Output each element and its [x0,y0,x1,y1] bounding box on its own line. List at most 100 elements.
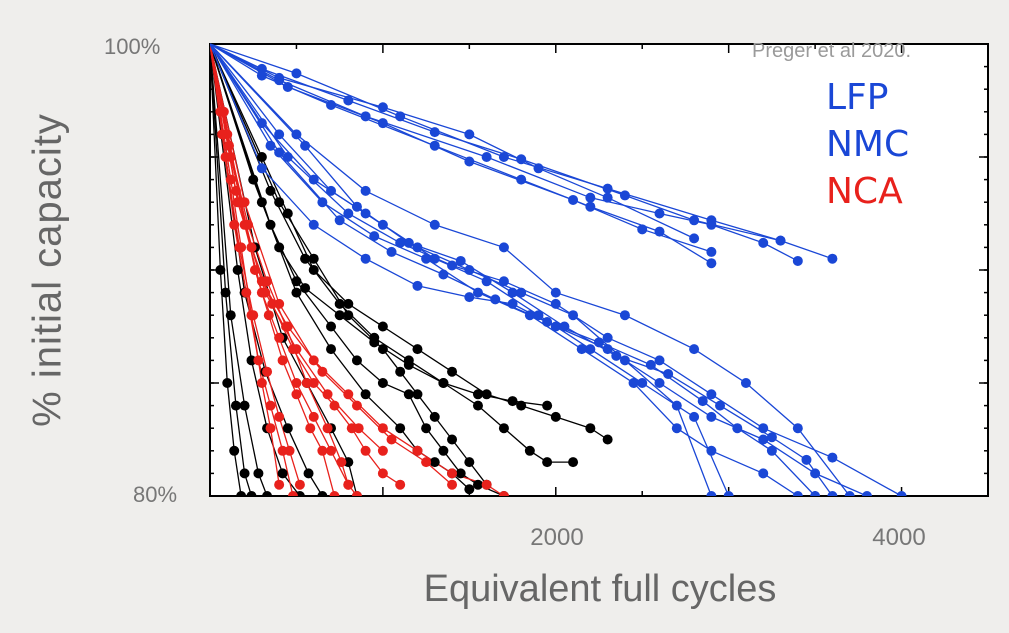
data-point-nmc [740,378,751,388]
series-line-nca-6 [210,43,301,485]
data-point-unlabeled [464,457,475,468]
data-point-nca [294,479,305,490]
data-point-nmc [412,280,423,291]
data-point-unlabeled [455,468,466,479]
data-point-unlabeled [303,468,314,479]
data-point-unlabeled [334,310,345,321]
data-point-unlabeled [230,400,241,411]
data-point-unlabeled [403,359,414,370]
source-credit: Preger et al 2020. [752,40,911,62]
data-point-unlabeled [542,400,553,411]
data-point-nmc [810,491,821,496]
data-point-nca [326,445,337,456]
data-point-unlabeled [542,457,553,468]
data-point-unlabeled [308,253,319,264]
data-point-nmc [395,237,406,248]
data-point-nmc [533,310,544,321]
data-point-nmc [403,237,414,248]
data-point-nca [274,298,285,309]
data-point-nmc [628,378,639,388]
data-point-nca [232,197,243,208]
legend-item-nmc: NMC [826,124,910,165]
data-point-nmc [671,423,682,434]
data-point-nmc [464,265,475,275]
data-point-nca [277,445,288,456]
series-line-nca-4 [210,43,505,496]
data-point-unlabeled [308,265,319,275]
data-point-nmc [792,423,803,434]
data-point-nmc [758,468,769,479]
data-point-nmc [568,310,579,321]
data-point-unlabeled [262,491,273,496]
data-point-nca [353,423,364,434]
data-point-nmc [274,129,285,140]
data-point-nmc [291,129,302,140]
data-point-lfp [326,100,337,111]
data-point-lfp [533,163,544,174]
data-point-unlabeled [351,355,362,366]
data-point-nmc [654,355,665,366]
data-point-lfp [585,201,596,212]
data-point-nmc [351,201,362,212]
legend: LFP NMC NCA [826,74,909,215]
data-point-lfp [654,208,665,219]
data-point-lfp [429,140,440,151]
data-point-nca [267,298,278,309]
data-point-nmc [689,344,700,355]
data-point-unlabeled [229,445,240,456]
data-point-nmc [360,208,371,219]
data-point-lfp [377,102,388,113]
data-point-nca [343,479,354,490]
data-point-lfp [689,233,700,244]
data-point-unlabeled [343,310,354,321]
data-point-lfp [706,246,717,257]
data-point-unlabeled [253,468,264,479]
data-point-lfp [792,255,803,266]
data-point-nmc [507,287,518,298]
data-point-nmc [715,400,726,411]
data-point-unlabeled [256,152,267,162]
data-point-lfp [291,68,302,79]
data-point-nca [346,423,357,434]
data-point-nca [265,400,276,411]
data-point-nmc [256,118,267,129]
data-point-nca [249,265,260,275]
data-point-nca [256,378,267,388]
data-point-nmc [827,491,838,496]
data-point-nmc [689,411,700,422]
data-point-nmc [896,491,907,496]
data-point-nmc [663,368,674,379]
data-point-nca [343,389,354,400]
data-point-nmc [265,140,276,151]
data-point-lfp [343,95,354,106]
data-point-lfp [689,215,700,226]
data-point-lfp [481,152,492,162]
data-point-nmc [559,321,570,332]
data-point-nmc [360,253,371,264]
data-point-nca [308,378,319,388]
data-point-nmc [576,344,587,355]
data-point-unlabeled [300,253,311,264]
data-point-nca [230,185,241,196]
data-point-nca [308,411,319,422]
data-point-nmc [619,310,630,321]
data-point-nmc [507,298,518,309]
data-point-nmc [758,423,769,434]
data-point-lfp [464,156,475,167]
data-point-nmc [706,411,717,422]
data-point-nca [498,491,509,496]
data-point-unlabeled [447,366,458,377]
data-point-lfp [568,194,579,205]
data-point-nmc [810,468,821,479]
data-point-nmc [308,174,319,185]
data-point-nmc [611,350,622,361]
data-point-nmc [326,185,337,196]
data-point-nmc [334,215,345,226]
data-point-nmc [421,253,432,264]
data-point-lfp [827,253,838,264]
series-line-lfp-2 [210,43,833,260]
data-point-nmc [706,389,717,400]
data-point-unlabeled [498,423,509,434]
data-point-nmc [844,491,855,496]
